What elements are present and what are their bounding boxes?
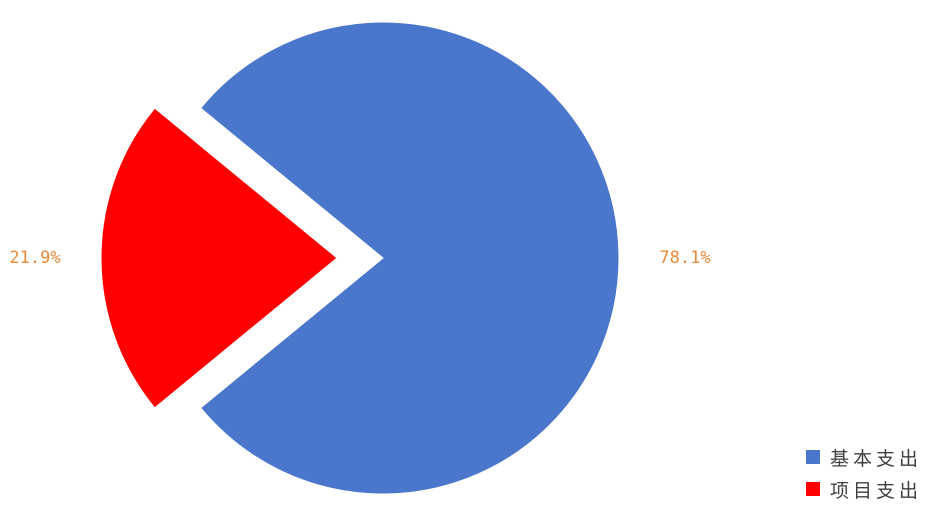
legend: 基本支出 项目支出 bbox=[806, 441, 922, 505]
legend-swatch-project bbox=[806, 482, 820, 496]
legend-label-project: 项目支出 bbox=[830, 479, 923, 502]
slice-project bbox=[100, 107, 338, 409]
data-label-project: 21.9% bbox=[9, 248, 60, 268]
data-label-basic: 78.1% bbox=[659, 248, 710, 268]
legend-label-basic: 基本支出 bbox=[830, 447, 923, 470]
legend-item-basic: 基本支出 bbox=[806, 441, 922, 473]
slice-basic bbox=[199, 21, 620, 495]
legend-swatch-basic bbox=[806, 450, 820, 464]
legend-item-project: 项目支出 bbox=[806, 473, 922, 505]
